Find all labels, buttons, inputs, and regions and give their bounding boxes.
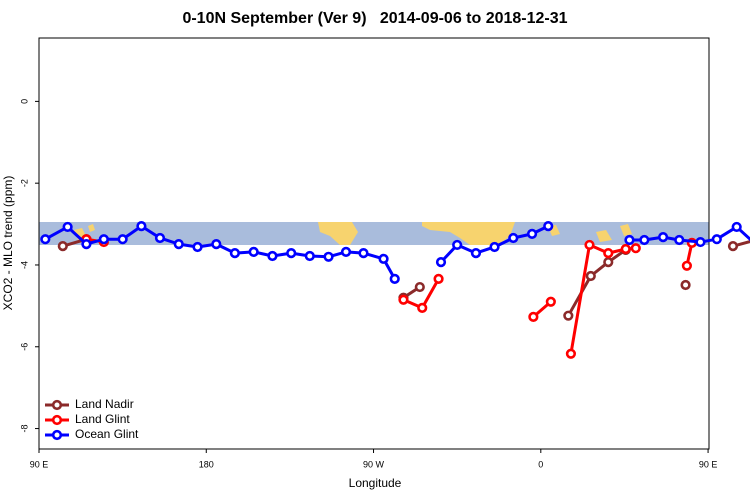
data-point (211, 239, 222, 250)
y-tick-label: -8 (19, 425, 29, 433)
data-point (624, 234, 635, 246)
data-point (452, 239, 463, 251)
data-point (433, 273, 444, 284)
legend-label: Ocean Glint (75, 427, 139, 441)
land-americas (318, 222, 358, 245)
y-tick-label: -6 (19, 343, 29, 351)
data-point (489, 241, 500, 253)
land-islands (88, 224, 95, 232)
land-islands (620, 224, 632, 236)
legend-marker (51, 399, 63, 411)
x-tick-label: 90 W (363, 459, 385, 469)
data-point (340, 246, 352, 257)
data-point (565, 348, 577, 359)
data-point (389, 273, 400, 284)
land-africa (422, 222, 515, 245)
data-point (603, 248, 614, 259)
data-point (62, 221, 73, 233)
y-tick-label: 0 (19, 99, 29, 104)
data-point (711, 234, 722, 245)
x-axis-title: Longitude (349, 476, 402, 490)
data-point (727, 241, 739, 252)
data-point (563, 310, 574, 321)
series-line (567, 248, 627, 317)
data-point (417, 302, 428, 314)
data-point (398, 294, 409, 305)
data-point (358, 248, 369, 259)
data-point (304, 250, 315, 262)
data-point (630, 243, 641, 254)
legend-label: Land Nadir (75, 397, 134, 411)
chart-title: 0-10N September (Ver 9) 2014-09-06 to 20… (182, 10, 567, 27)
data-point (229, 248, 240, 259)
data-point (639, 234, 650, 246)
data-point (154, 232, 166, 244)
data-point (508, 232, 519, 244)
data-point (286, 248, 297, 259)
data-point (414, 281, 425, 293)
data-point (470, 248, 482, 259)
data-point (545, 296, 556, 307)
data-point (248, 246, 259, 257)
data-point (378, 253, 389, 264)
data-point (680, 279, 691, 291)
data-point (98, 234, 109, 245)
data-point (40, 234, 51, 245)
data-point (681, 260, 692, 271)
data-point (731, 221, 742, 233)
land-islands (596, 230, 612, 242)
data-point (585, 270, 596, 282)
y-tick-label: -2 (19, 179, 29, 187)
data-point (657, 232, 669, 243)
data-point (435, 257, 447, 268)
x-tick-label: 90 E (30, 459, 49, 469)
x-tick-label: 180 (199, 459, 214, 469)
data-point (267, 250, 278, 262)
x-tick-label: 0 (538, 459, 543, 469)
data-point (136, 221, 147, 232)
legend-marker (51, 429, 63, 441)
data-point (620, 243, 631, 255)
y-tick-label: -4 (19, 261, 29, 269)
data-point (192, 241, 203, 253)
data-point (603, 257, 614, 268)
data-point (323, 251, 334, 262)
x-tick-label: 90 E (699, 459, 718, 469)
data-point (57, 241, 68, 252)
data-point (117, 234, 128, 245)
marks (40, 221, 750, 359)
legend-label: Land Glint (75, 412, 130, 426)
data-point (674, 234, 685, 246)
data-point (543, 221, 554, 232)
legend-marker (51, 414, 63, 426)
data-point (81, 239, 92, 250)
data-point (695, 236, 706, 248)
data-point (528, 311, 539, 323)
y-axis-title: XCO2 - MLO trend (ppm) (1, 176, 15, 311)
data-point (526, 228, 538, 239)
data-point (584, 239, 595, 251)
data-point (173, 239, 184, 250)
